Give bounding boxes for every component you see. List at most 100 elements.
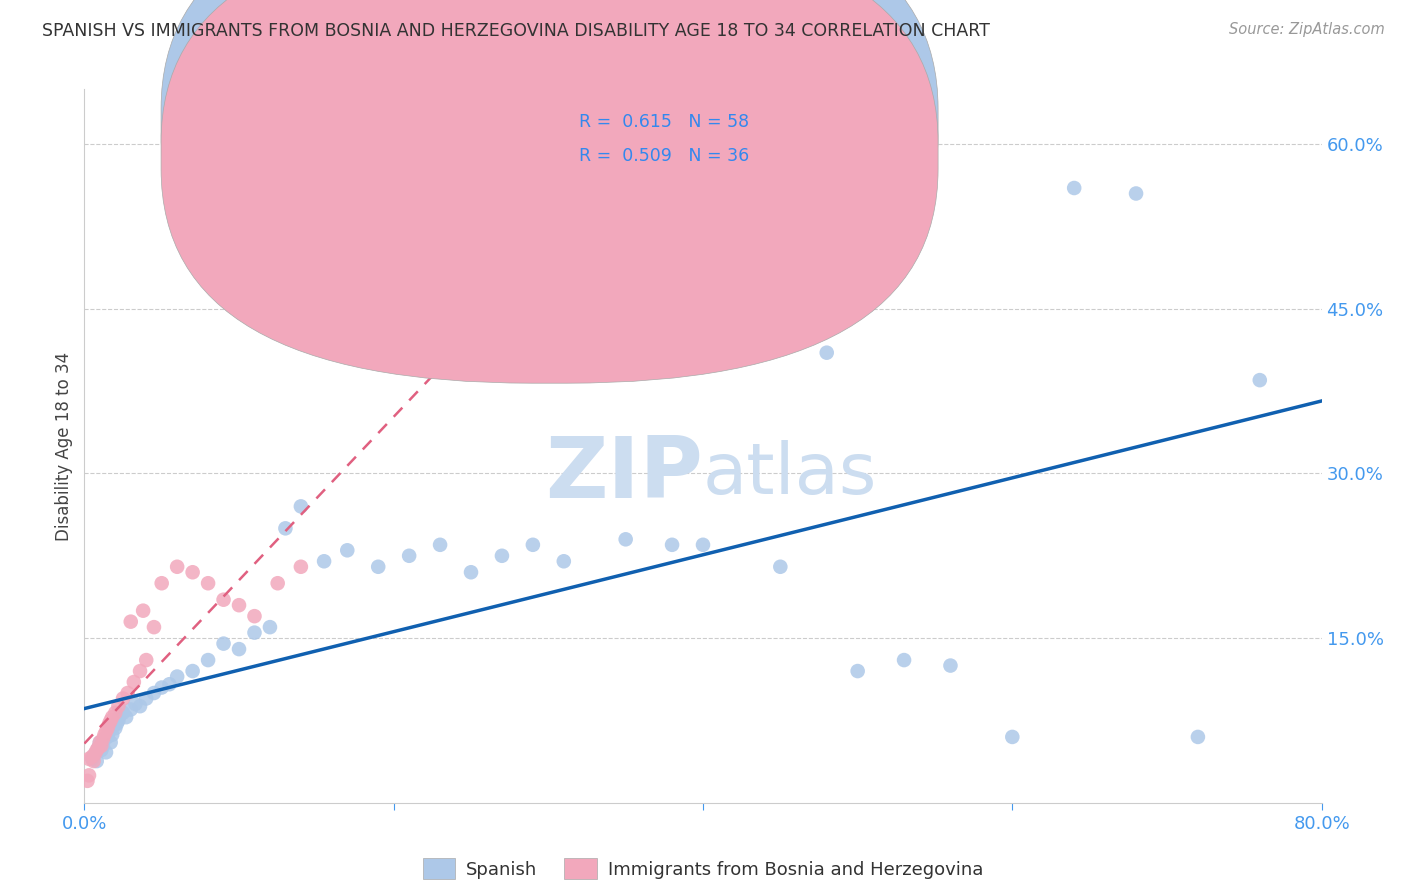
Point bbox=[91, 732, 114, 747]
Point bbox=[166, 669, 188, 683]
Point bbox=[90, 743, 112, 757]
Point bbox=[77, 752, 100, 766]
Point bbox=[82, 752, 104, 766]
Point bbox=[135, 653, 157, 667]
Point bbox=[367, 559, 389, 574]
Point bbox=[1125, 186, 1147, 201]
Point bbox=[112, 691, 135, 706]
Point bbox=[893, 653, 915, 667]
FancyBboxPatch shape bbox=[162, 0, 938, 350]
Point bbox=[290, 500, 312, 514]
Point bbox=[692, 538, 714, 552]
Point bbox=[129, 699, 152, 714]
Text: SPANISH VS IMMIGRANTS FROM BOSNIA AND HERZEGOVINA DISABILITY AGE 18 TO 34 CORREL: SPANISH VS IMMIGRANTS FROM BOSNIA AND HE… bbox=[42, 22, 990, 40]
Point bbox=[1249, 373, 1271, 387]
Point bbox=[491, 549, 513, 563]
Point bbox=[82, 749, 104, 764]
Point bbox=[100, 735, 122, 749]
Point bbox=[120, 615, 142, 629]
Point bbox=[84, 747, 107, 761]
Point bbox=[1063, 181, 1085, 195]
Point bbox=[181, 566, 204, 580]
Point bbox=[120, 702, 142, 716]
Point bbox=[769, 559, 792, 574]
Point bbox=[1187, 730, 1209, 744]
Point bbox=[93, 728, 115, 742]
Point bbox=[101, 728, 124, 742]
Point bbox=[815, 345, 838, 359]
Point bbox=[108, 708, 131, 723]
FancyBboxPatch shape bbox=[512, 93, 870, 186]
Point bbox=[181, 664, 204, 678]
Text: atlas: atlas bbox=[703, 440, 877, 509]
Point bbox=[159, 677, 181, 691]
Point bbox=[553, 554, 575, 568]
Legend: Spanish, Immigrants from Bosnia and Herzegovina: Spanish, Immigrants from Bosnia and Herz… bbox=[416, 851, 990, 887]
Point bbox=[150, 576, 173, 591]
Point bbox=[129, 664, 152, 678]
Point bbox=[117, 686, 139, 700]
Point bbox=[197, 576, 219, 591]
Point bbox=[115, 710, 138, 724]
Point bbox=[197, 653, 219, 667]
Point bbox=[939, 658, 962, 673]
Text: R =  0.615   N = 58: R = 0.615 N = 58 bbox=[579, 113, 749, 131]
Point bbox=[105, 716, 128, 731]
Point bbox=[336, 543, 359, 558]
Point bbox=[104, 721, 127, 735]
Point bbox=[97, 730, 120, 744]
Point bbox=[124, 697, 146, 711]
Point bbox=[86, 743, 108, 757]
Point bbox=[314, 554, 336, 568]
Point bbox=[86, 754, 108, 768]
Point bbox=[94, 745, 117, 759]
Point bbox=[91, 739, 114, 753]
Point bbox=[112, 706, 135, 720]
Point bbox=[76, 773, 98, 788]
Point bbox=[429, 538, 451, 552]
Point bbox=[100, 714, 122, 728]
Point bbox=[98, 724, 121, 739]
Point bbox=[84, 747, 107, 761]
Point bbox=[135, 691, 157, 706]
Point bbox=[150, 681, 173, 695]
Text: ZIP: ZIP bbox=[546, 433, 703, 516]
Point bbox=[290, 559, 312, 574]
Text: R =  0.509   N = 36: R = 0.509 N = 36 bbox=[579, 146, 749, 164]
Point bbox=[83, 754, 105, 768]
Point bbox=[259, 620, 281, 634]
Point bbox=[614, 533, 637, 547]
Point bbox=[143, 686, 166, 700]
Point bbox=[94, 724, 117, 739]
Point bbox=[267, 576, 290, 591]
Point bbox=[522, 538, 544, 552]
Point bbox=[846, 664, 869, 678]
Point bbox=[87, 740, 110, 755]
Point bbox=[243, 609, 266, 624]
Point bbox=[143, 620, 166, 634]
Point bbox=[97, 721, 120, 735]
Point bbox=[274, 521, 297, 535]
FancyBboxPatch shape bbox=[162, 0, 938, 384]
Point bbox=[89, 735, 111, 749]
Point bbox=[103, 719, 125, 733]
Point bbox=[228, 642, 250, 657]
Point bbox=[228, 598, 250, 612]
Point bbox=[77, 768, 100, 782]
Point bbox=[107, 714, 129, 728]
Point bbox=[132, 604, 155, 618]
Point bbox=[104, 706, 127, 720]
Y-axis label: Disability Age 18 to 34: Disability Age 18 to 34 bbox=[55, 351, 73, 541]
Text: Source: ZipAtlas.com: Source: ZipAtlas.com bbox=[1229, 22, 1385, 37]
Point bbox=[398, 549, 420, 563]
Point bbox=[212, 637, 235, 651]
Point bbox=[90, 739, 112, 753]
Point bbox=[1001, 730, 1024, 744]
Point bbox=[101, 710, 124, 724]
Point bbox=[212, 592, 235, 607]
Point bbox=[661, 538, 683, 552]
Point bbox=[122, 675, 145, 690]
Point bbox=[98, 716, 121, 731]
Point bbox=[166, 559, 188, 574]
Point bbox=[460, 566, 482, 580]
